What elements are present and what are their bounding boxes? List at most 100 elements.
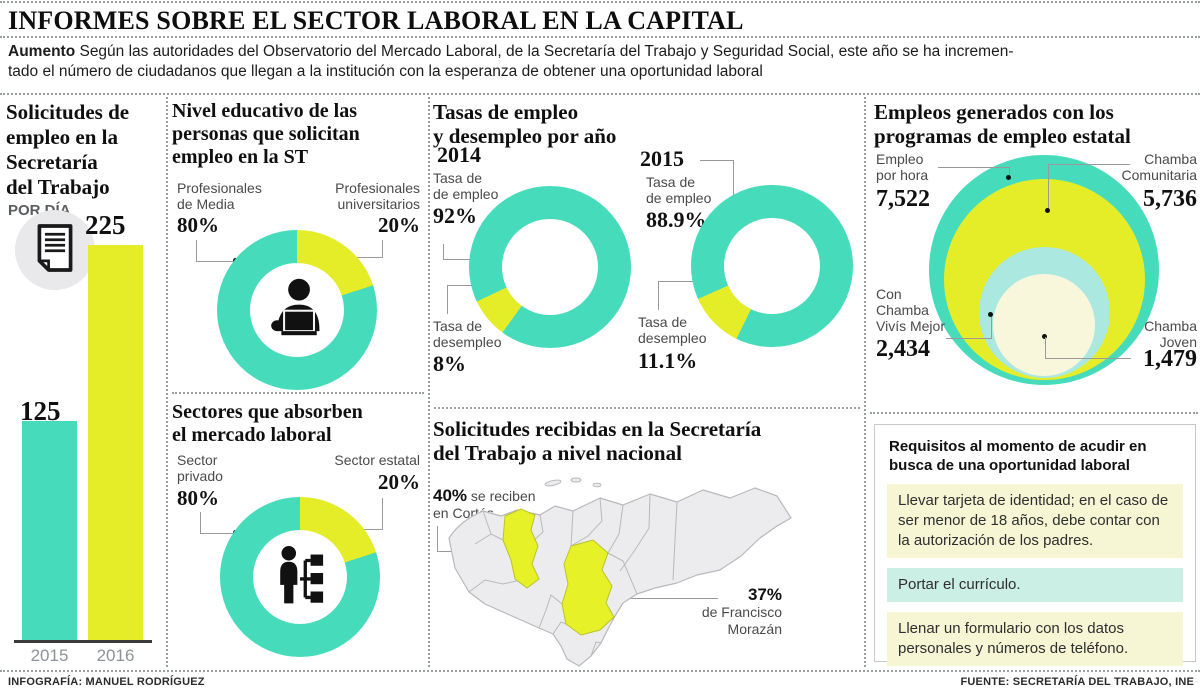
sectores-slice2-label: Sector estatal: [334, 452, 420, 468]
col-separator-2: [428, 97, 430, 667]
tasas-2014-leader1-h: [443, 259, 489, 260]
sectores-leader-right-h: [352, 529, 382, 530]
requisitos-item-1: Llevar tarjeta de identidad; en el caso …: [887, 484, 1183, 558]
tasas-2015-desempleo-pct: 11.1%: [638, 348, 698, 373]
page-title: INFORMES SOBRE EL SECTOR LABORAL EN LA C…: [8, 6, 744, 35]
bubble-label-chamba-joven: Chamba Joven: [1144, 318, 1197, 350]
tasas-2015-leader1-h: [700, 160, 734, 161]
bubble-leader3-v: [991, 316, 992, 339]
person-orgchart-icon: [267, 542, 333, 613]
solicitudes-title: Solicitudes de empleo en la Secretaría d…: [6, 100, 130, 199]
header-rule: [0, 93, 1200, 95]
mapa-morazan-line2: Morazán: [727, 621, 782, 637]
mapa-cortes-leader-v: [437, 526, 438, 552]
sectores-donut-hole: [253, 530, 347, 624]
bar-label-2016: 2016: [96, 646, 135, 665]
map-dept-francisco-morazan: [561, 539, 615, 636]
subtitle-lead: Aumento: [8, 43, 76, 60]
bubble-value-empleo-por-hora: 7,522: [876, 186, 930, 212]
requisitos-item-2: Portar el currículo.: [887, 568, 1183, 602]
bubble-leader1-dot: [1006, 175, 1011, 180]
year-2014: 2014: [437, 142, 481, 167]
subtitle-text: Según las autoridades del Observatorio d…: [8, 43, 1014, 80]
footer-credit: INFOGRAFÍA: MANUEL RODRÍGUEZ: [8, 676, 205, 688]
tasas-2015-desempleo-label: Tasa de desempleo: [638, 314, 707, 346]
bubble-leader2-dot: [1045, 208, 1050, 213]
bar-value-2016: 225: [85, 210, 126, 240]
sectores-title: Sectores que absorben el mercado laboral: [172, 401, 363, 446]
nivel-leader-left-h: [196, 261, 236, 262]
document-icon-circle: [15, 210, 95, 290]
bubble-leader1-h: [938, 167, 1010, 168]
nivel-leader-right-h: [352, 257, 382, 258]
col-separator-3: [864, 97, 866, 667]
bubble-leader3-h: [946, 338, 992, 339]
bubble-leader2-v: [1048, 164, 1049, 210]
bubble-value-chamba-comunitaria: 5,736: [1143, 186, 1197, 212]
mapa-title: Solicitudes recibidas en la Secretaría d…: [433, 417, 762, 465]
nivel-title: Nivel educativo de las personas que soli…: [172, 100, 360, 168]
tasas-2014-leader2-v: [447, 286, 448, 314]
bubble-leader4-h: [1045, 358, 1131, 359]
sectores-leader-right: [382, 498, 383, 530]
tasas-2014-desempleo-pct: 8%: [433, 351, 466, 376]
tasas-2014-empleo-pct: 92%: [433, 203, 477, 228]
tasas-2014-donut: [469, 186, 631, 348]
bubble-value-con-chamba: 2,434: [876, 336, 930, 362]
mapa-morazan-line1: de Francisco: [701, 604, 782, 620]
requisitos-title: Requisitos al momento de acudir en busca…: [889, 438, 1147, 474]
requisitos-item-3: Llenar un formulario con los datos perso…: [887, 612, 1183, 666]
tasas-title: Tasas de empleo y desempleo por año: [433, 100, 617, 148]
sectores-leader-left: [200, 512, 201, 534]
bubble-leader4-dot: [1042, 334, 1047, 339]
nivel-donut-hole: [250, 263, 344, 357]
bubble-value-chamba-joven: 1,479: [1143, 346, 1197, 372]
mapa-morazan-leader-h: [574, 598, 718, 599]
bubble-chamba-joven: [993, 274, 1095, 376]
tasas-2014-donut-hole: [502, 219, 598, 315]
mapa-morazan-label: 37% de Francisco Morazán: [690, 586, 782, 638]
tasas-2015-leader2-h: [658, 281, 706, 282]
document-icon: [33, 222, 77, 279]
requisitos-box: Requisitos al momento de acudir en busca…: [874, 424, 1196, 666]
top-rule: [0, 1, 1200, 3]
bar-axis: [14, 640, 152, 643]
nivel-leader-left: [196, 240, 197, 262]
bubble-leader3-dot: [988, 312, 993, 317]
bubble-leader4-v: [1045, 337, 1046, 359]
sectores-donut: [220, 497, 380, 657]
sectores-leader-left-h: [200, 533, 236, 534]
map-dept-cortes: [502, 508, 540, 589]
mapa-cortes-pct: 40%: [433, 486, 468, 505]
footer-source: FUENTE: SECRETARÍA DEL TRABAJO, INE: [960, 676, 1194, 688]
bar-label-2015: 2015: [30, 646, 69, 665]
tasas-2014-leader1-v: [443, 244, 444, 260]
honduras-map: [445, 476, 795, 673]
row-separator-col3: [434, 407, 860, 409]
sectores-slice2-pct: 20%: [378, 470, 420, 494]
tasas-2015-leader2-v: [658, 282, 659, 310]
bar-2016: [88, 245, 143, 641]
nivel-slice2-label: Profesionales universitarios: [335, 180, 420, 212]
bubble-label-con-chamba: Con Chamba Vivís Mejor: [876, 286, 945, 334]
tasas-2014-empleo-label: Tasa de de empleo: [433, 170, 499, 202]
bubble-label-chamba-comunitaria: Chamba Comunitaria: [1121, 151, 1197, 183]
nivel-leader-right: [382, 240, 383, 258]
sectores-slice1-pct: 80%: [177, 486, 219, 510]
nivel-donut: [217, 230, 377, 390]
row-separator-col4: [870, 412, 1198, 414]
bubble-leader2-h: [1048, 164, 1130, 165]
bubble-leader1-v: [1009, 167, 1010, 177]
nivel-slice1-pct: 80%: [177, 213, 219, 237]
map-country: [448, 487, 792, 667]
tasas-2015-empleo-pct: 88.9%: [646, 207, 707, 232]
nivel-slice2-pct: 20%: [378, 213, 420, 237]
col-separator-1: [166, 97, 168, 667]
sectores-slice1-label: Sector privado: [177, 452, 223, 484]
tasas-2015-empleo-label: Tasa de de empleo: [646, 174, 712, 206]
tasas-2015-leader1-v: [733, 160, 734, 208]
nivel-slice1-label: Profesionales de Media: [177, 180, 262, 212]
row-separator-col2: [172, 392, 424, 394]
bubble-label-empleo-por-hora: Empleo por hora: [876, 151, 929, 183]
